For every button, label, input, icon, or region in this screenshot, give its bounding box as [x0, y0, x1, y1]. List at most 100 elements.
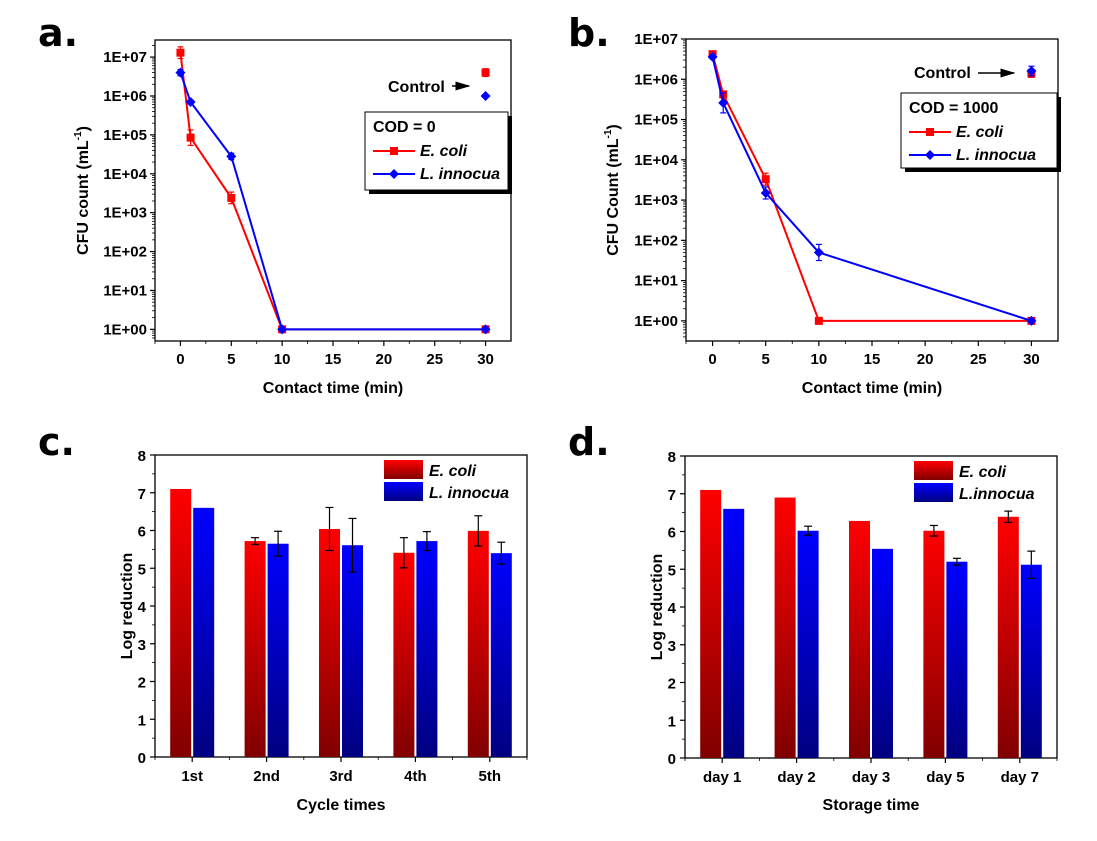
- y-tick-label: 1E+04: [634, 152, 678, 169]
- control-point-diamond-marker: [1026, 66, 1037, 77]
- y-axis-title-sup: -1: [73, 131, 84, 140]
- bar-e-coli: [997, 516, 1019, 758]
- bar-e-coli: [774, 497, 796, 758]
- bar-l-innocua: [797, 530, 819, 758]
- y-axis-title-close: ): [605, 124, 622, 129]
- y-tick-label: 1E+06: [103, 88, 147, 105]
- y-tick-label: 6: [668, 525, 676, 542]
- bar-e-coli: [170, 488, 192, 757]
- data-point-diamond-marker: [480, 324, 491, 335]
- y-tick-label: 1E+01: [103, 282, 147, 299]
- legend-marker-diamond-marker: [389, 169, 399, 179]
- data-point-square-marker: [186, 133, 195, 142]
- y-tick-label: 2: [138, 675, 146, 692]
- y-tick-label: 3: [668, 638, 676, 655]
- y-tick-label: 1E+03: [634, 192, 678, 209]
- x-tick-label: 25: [970, 351, 987, 368]
- x-tick-label: 20: [376, 351, 393, 368]
- legend-label: L. innocua: [429, 485, 509, 502]
- y-tick-label: 7: [138, 486, 146, 503]
- x-tick-label: day 5: [926, 769, 964, 786]
- y-axis-title-main: CFU count (mL: [75, 140, 92, 255]
- y-axis-title: CFU count (mL-1): [73, 126, 92, 255]
- y-tick-label: 4: [138, 599, 147, 616]
- panel-label: b.: [568, 11, 610, 55]
- bar-l-innocua: [193, 507, 215, 757]
- x-tick-label: 5th: [479, 768, 502, 785]
- bar-e-coli: [244, 541, 266, 757]
- x-tick-label: 15: [325, 351, 342, 368]
- bar-l-innocua: [946, 561, 968, 758]
- legend-title: COD = 0: [373, 119, 436, 136]
- y-tick-label: 3: [138, 637, 146, 654]
- legend-swatch: [914, 461, 953, 480]
- y-tick-label: 1E+03: [103, 205, 147, 222]
- x-tick-label: 20: [917, 351, 934, 368]
- y-axis-title-sup: -1: [603, 129, 614, 138]
- series-line-l-innocua: [179, 72, 486, 331]
- legend-swatch: [914, 483, 953, 502]
- y-tick-label: 1E+07: [103, 49, 147, 66]
- x-axis-title: Contact time (min): [263, 380, 403, 397]
- y-tick-label: 1E+05: [634, 112, 678, 129]
- data-point-diamond-marker: [1026, 315, 1037, 326]
- panel-label: c.: [38, 420, 75, 464]
- x-tick-label: day 7: [1001, 769, 1039, 786]
- plot-frame: [685, 38, 1059, 342]
- x-tick-label: 30: [1023, 351, 1040, 368]
- legend-marker-diamond-marker: [925, 150, 935, 160]
- data-point-diamond-marker: [226, 151, 237, 162]
- y-tick-label: 1E+02: [103, 244, 147, 261]
- bar-e-coli: [923, 530, 945, 758]
- legend-label: E. coli: [959, 464, 1007, 481]
- bar-l-innocua: [342, 545, 363, 757]
- x-tick-label: 0: [176, 351, 184, 368]
- data-point-diamond-marker: [707, 51, 718, 62]
- data-point-diamond-marker: [175, 67, 186, 78]
- y-tick-label: 5: [138, 561, 146, 578]
- data-point-square-marker: [176, 48, 185, 57]
- y-axis-title-close: ): [75, 126, 92, 131]
- x-axis-title: Contact time (min): [802, 380, 942, 397]
- y-tick-label: 7: [668, 487, 676, 504]
- x-tick-label: 4th: [404, 768, 427, 785]
- y-tick-label: 5: [668, 562, 676, 579]
- bar-e-coli: [700, 489, 722, 758]
- y-tick-label: 2: [668, 676, 676, 693]
- x-tick-label: 5: [227, 351, 235, 368]
- bar-l-innocua: [1020, 564, 1042, 758]
- x-tick-label: day 3: [852, 769, 890, 786]
- data-point-diamond-marker: [277, 324, 288, 335]
- bar-e-coli: [319, 528, 340, 757]
- y-axis-title: Log reduction: [119, 553, 136, 660]
- y-tick-label: 1E+01: [634, 273, 678, 290]
- legend-marker-square-marker: [390, 147, 398, 155]
- y-axis-title-main: CFU Count (mL: [605, 138, 622, 256]
- x-tick-label: 1st: [181, 768, 203, 785]
- y-tick-label: 4: [668, 600, 677, 617]
- y-tick-label: 1E+07: [634, 31, 678, 48]
- legend-label: L.innocua: [959, 486, 1035, 503]
- x-tick-label: 0: [708, 351, 716, 368]
- y-tick-label: 6: [138, 524, 146, 541]
- y-tick-label: 1E+06: [634, 71, 678, 88]
- data-point-diamond-marker: [813, 247, 824, 258]
- panel-a: a. 1E+00 1E+01 1E+02 1E+03 1E+04 1E+05 1E+06 1E+…: [38, 11, 512, 397]
- bar-l-innocua: [490, 553, 512, 757]
- panel-d: d. 0 1 2 3 4 5 6 7 8 day 1 day 2 day 3 day 5 day 7 Stor…: [568, 420, 1058, 814]
- control-point-diamond-marker: [480, 91, 491, 101]
- y-tick-label: 1E+00: [634, 313, 678, 330]
- x-axis-title: Cycle times: [297, 797, 386, 814]
- panel-label: d.: [568, 420, 610, 464]
- legend-label: E. coli: [420, 143, 468, 160]
- data-point-square-marker: [227, 193, 236, 202]
- panel-c: c. 0 1 2 3 4 5 6 7 8 1st 2nd 3rd 4th 5th Cycle times Log…: [38, 420, 528, 814]
- y-tick-label: 1E+02: [634, 232, 678, 249]
- x-tick-label: 25: [426, 351, 443, 368]
- bar-e-coli: [849, 520, 870, 758]
- x-tick-label: 5: [762, 351, 770, 368]
- y-tick-label: 0: [668, 751, 676, 768]
- bar-l-innocua: [872, 548, 893, 758]
- legend-swatch: [384, 482, 423, 501]
